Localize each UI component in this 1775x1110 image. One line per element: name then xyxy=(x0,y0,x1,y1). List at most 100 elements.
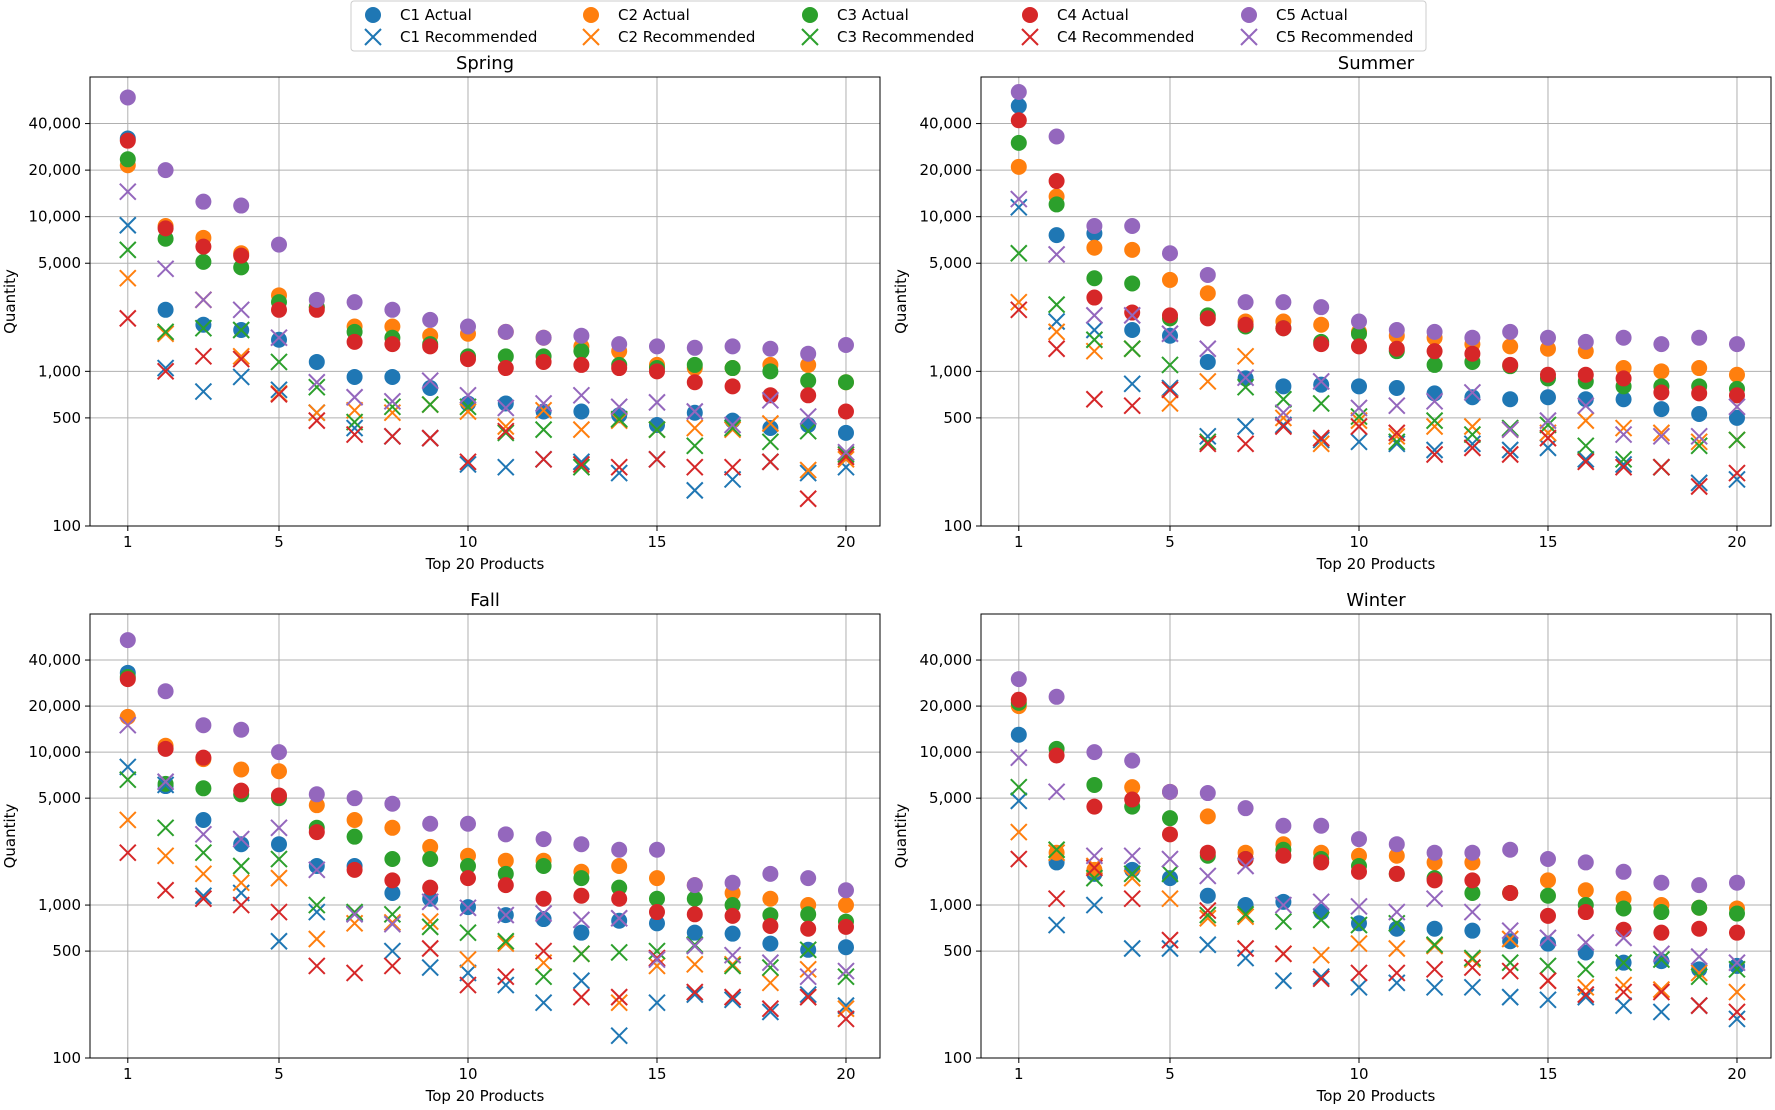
point-recommended-c4 xyxy=(497,422,515,440)
point-recommended-c4 xyxy=(270,385,288,404)
point-actual-c1 xyxy=(1615,391,1632,408)
legend-marker-c2-recommended xyxy=(582,28,600,46)
x-axis-label: Top 20 Products xyxy=(425,1087,545,1105)
point-actual-c1 xyxy=(1502,933,1519,950)
point-recommended-c4 xyxy=(1047,340,1066,358)
point-recommended-c2 xyxy=(1350,411,1368,430)
point-recommended-c2 xyxy=(1161,394,1179,413)
point-actual-c5 xyxy=(1313,817,1330,834)
point-actual-c3 xyxy=(1086,270,1103,287)
point-actual-c4 xyxy=(573,887,590,904)
point-recommended-c5 xyxy=(1501,420,1519,439)
point-recommended-c1 xyxy=(270,932,288,950)
point-actual-c1 xyxy=(573,924,590,941)
point-actual-c1 xyxy=(1388,380,1405,397)
point-recommended-c3 xyxy=(308,378,326,396)
point-recommended-c3 xyxy=(1614,953,1633,972)
point-recommended-c4 xyxy=(421,429,439,447)
panel-title: Winter xyxy=(1346,590,1406,611)
point-recommended-c4 xyxy=(308,411,326,430)
panel-title: Fall xyxy=(470,590,500,611)
point-recommended-c4 xyxy=(1274,945,1293,963)
point-recommended-c2 xyxy=(1047,843,1066,862)
point-actual-c5 xyxy=(535,329,552,346)
point-actual-c5 xyxy=(1048,128,1065,145)
point-actual-c2 xyxy=(1388,847,1405,864)
series-c4-recommended xyxy=(1010,850,1746,1021)
point-recommended-c2 xyxy=(1539,424,1557,442)
point-actual-c5 xyxy=(1048,688,1065,705)
point-recommended-c2 xyxy=(723,420,742,439)
point-recommended-c4 xyxy=(723,458,742,476)
point-recommended-c3 xyxy=(119,771,137,789)
point-recommended-c1 xyxy=(1463,435,1482,453)
x-tick-label: 10 xyxy=(1349,1065,1368,1083)
point-actual-c2 xyxy=(1539,340,1556,357)
point-actual-c3 xyxy=(1010,134,1027,151)
point-actual-c5 xyxy=(270,236,287,253)
point-recommended-c2 xyxy=(1274,409,1293,427)
y-axis-label: Quantity xyxy=(892,269,910,334)
point-actual-c4 xyxy=(1388,865,1405,882)
point-recommended-c5 xyxy=(1274,896,1293,914)
point-actual-c3 xyxy=(497,865,514,882)
point-actual-c5 xyxy=(346,294,363,311)
y-tick-label: 40,000 xyxy=(29,115,82,133)
point-actual-c4 xyxy=(459,870,476,887)
point-actual-c4 xyxy=(573,356,590,373)
point-recommended-c1 xyxy=(534,993,553,1012)
point-actual-c3 xyxy=(1653,904,1670,921)
point-actual-c3 xyxy=(119,151,136,168)
point-recommended-c5 xyxy=(534,904,553,923)
point-recommended-c4 xyxy=(648,450,666,468)
point-actual-c5 xyxy=(346,790,363,807)
y-tick-label: 10,000 xyxy=(29,208,82,226)
point-actual-c2 xyxy=(1313,316,1330,333)
point-recommended-c3 xyxy=(1463,949,1482,967)
point-actual-c3 xyxy=(1124,275,1141,292)
point-recommended-c4 xyxy=(194,890,213,908)
point-actual-c4 xyxy=(1653,924,1670,941)
point-actual-c5 xyxy=(195,717,212,734)
point-recommended-c3 xyxy=(1388,433,1406,451)
point-recommended-c5 xyxy=(1425,392,1444,411)
x-tick-label: 1 xyxy=(1014,1065,1024,1083)
point-recommended-c5 xyxy=(1728,398,1746,416)
point-actual-c3 xyxy=(1615,900,1632,917)
point-actual-c1 xyxy=(422,890,439,907)
point-actual-c4 xyxy=(1539,366,1556,383)
point-recommended-c5 xyxy=(459,386,477,405)
point-actual-c4 xyxy=(346,861,363,878)
point-actual-c4 xyxy=(1350,338,1367,355)
x-tick-label: 20 xyxy=(1727,533,1746,551)
point-actual-c4 xyxy=(1124,791,1141,808)
point-actual-c2 xyxy=(648,870,665,887)
point-recommended-c4 xyxy=(232,896,250,914)
point-recommended-c2 xyxy=(1236,347,1255,366)
point-recommended-c4 xyxy=(156,362,175,381)
series-c5-actual xyxy=(119,632,854,899)
point-actual-c2 xyxy=(119,708,136,725)
point-recommended-c5 xyxy=(459,899,477,917)
point-actual-c4 xyxy=(1615,921,1632,938)
y-axis-label: Quantity xyxy=(892,803,910,868)
point-recommended-c2 xyxy=(1312,946,1330,964)
point-recommended-c1 xyxy=(686,481,704,500)
point-actual-c1 xyxy=(1161,870,1178,887)
point-actual-c1 xyxy=(384,884,401,901)
point-actual-c5 xyxy=(497,826,514,843)
point-actual-c5 xyxy=(611,841,628,858)
point-recommended-c1 xyxy=(156,776,175,794)
point-recommended-c5 xyxy=(1047,783,1066,801)
point-actual-c1 xyxy=(1124,861,1141,878)
point-recommended-c5 xyxy=(610,398,628,416)
legend-label-c5-recommended: C5 Recommended xyxy=(1276,28,1413,46)
point-actual-c1 xyxy=(233,836,250,853)
point-actual-c5 xyxy=(384,795,401,812)
point-actual-c5 xyxy=(1010,83,1027,100)
point-actual-c2 xyxy=(1010,158,1027,175)
y-tick-label: 20,000 xyxy=(29,161,82,179)
point-recommended-c3 xyxy=(1539,957,1557,975)
series-c4-recommended xyxy=(1010,301,1746,496)
